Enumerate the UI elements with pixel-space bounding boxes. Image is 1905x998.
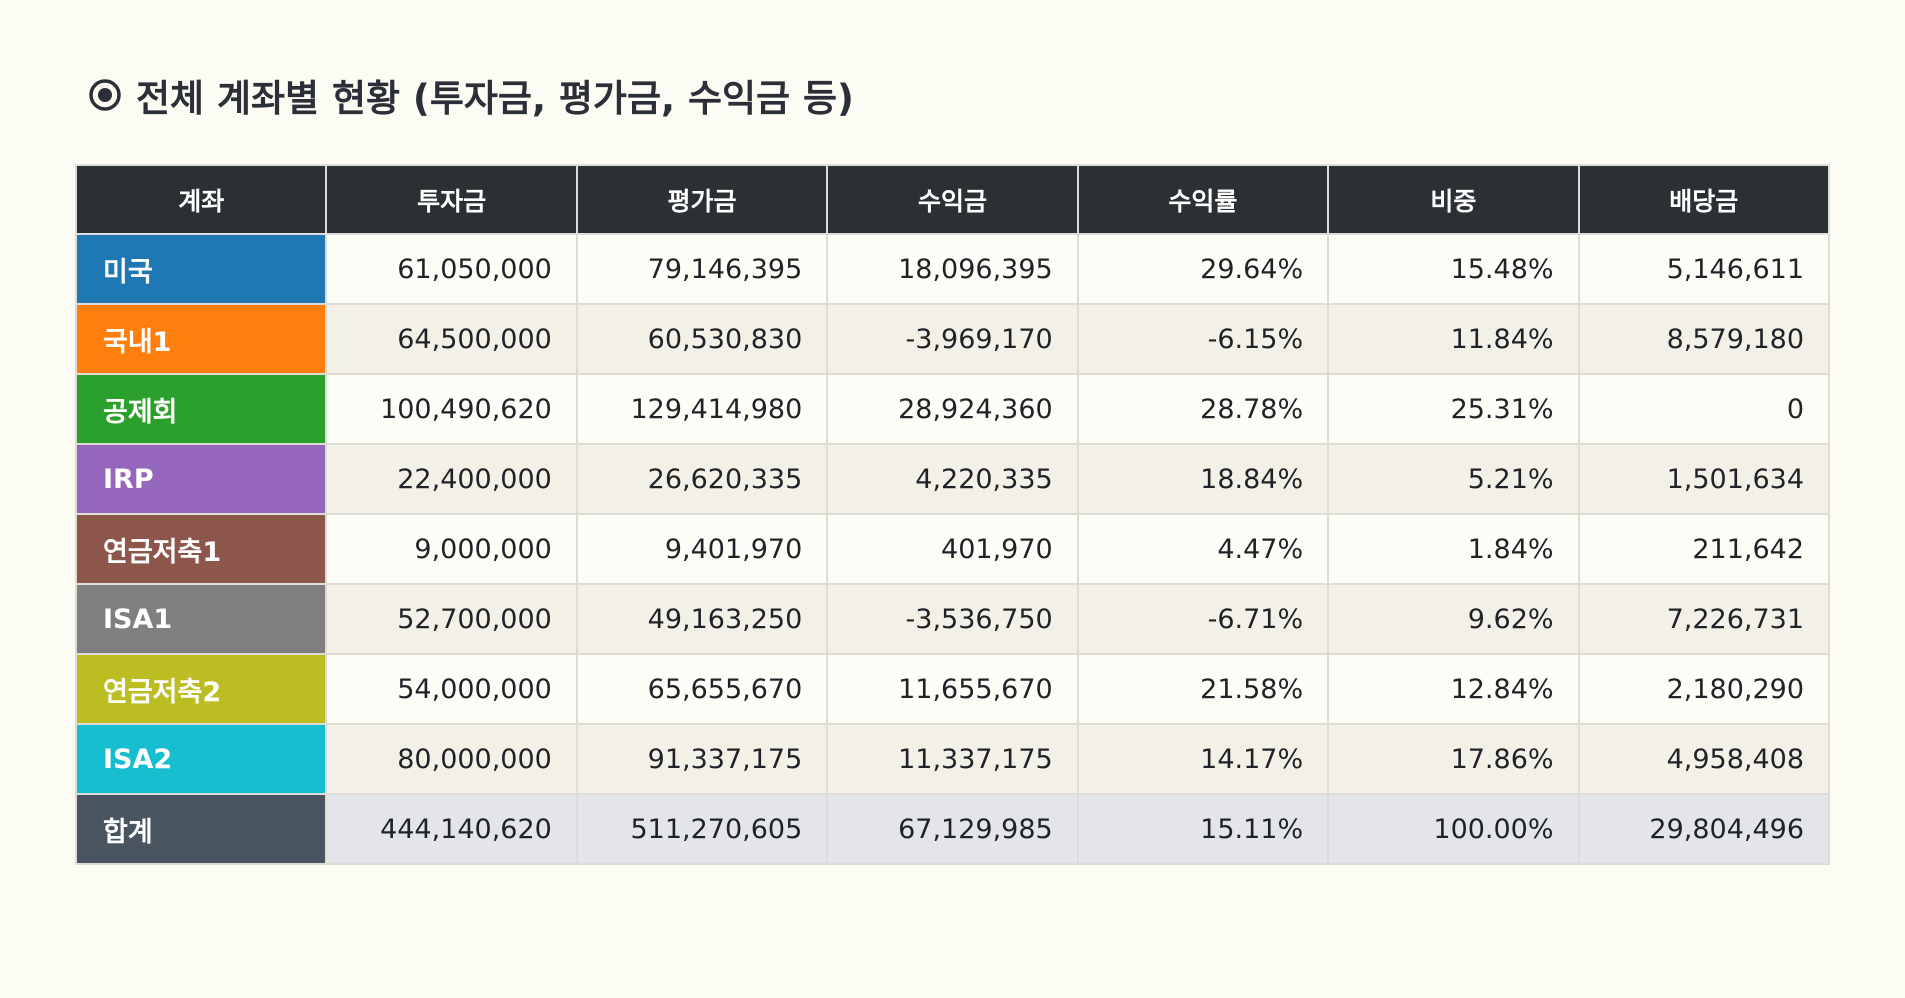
value-cell: 7,226,731 [1577,583,1831,655]
value-cell: 15.11% [1076,793,1330,865]
table-row: ISA1 52,700,000 49,163,250 -3,536,750 -6.71%… [74,583,1831,655]
value-cell: 0 [1577,373,1831,445]
title-text: 전체 계좌별 현황 (투자금, 평가금, 수익금 등) [136,77,854,120]
value-cell: 52,700,000 [325,583,578,655]
account-cell: 연금저축2 [74,653,328,725]
column-header: 투자금 [325,164,578,235]
total-row: 합계 444,140,620 511,270,605 67,129,985 15.11%… [74,793,1831,865]
value-cell: 14.17% [1076,723,1330,795]
value-cell: 61,050,000 [325,233,578,305]
value-cell: 91,337,175 [575,723,829,795]
value-cell: 100.00% [1327,793,1580,865]
value-cell: -6.15% [1076,303,1330,375]
column-header: 배당금 [1577,164,1831,235]
value-cell: 4.47% [1076,513,1330,585]
value-cell: 11,655,670 [826,653,1079,725]
value-cell: 9,401,970 [575,513,829,585]
column-header: 계좌 [74,164,328,235]
value-cell: 444,140,620 [325,793,578,865]
value-cell: 60,530,830 [575,303,829,375]
value-cell: 12.84% [1327,653,1580,725]
value-cell: 25.31% [1327,373,1580,445]
table-row: 국내1 64,500,000 60,530,830 -3,969,170 -6.15% 1… [74,303,1831,375]
value-cell: 80,000,000 [325,723,578,795]
value-cell: 26,620,335 [575,443,829,515]
value-cell: 28.78% [1076,373,1330,445]
value-cell: 17.86% [1327,723,1580,795]
value-cell: 54,000,000 [325,653,578,725]
value-cell: 65,655,670 [575,653,829,725]
column-header: 평가금 [575,164,829,235]
accounts-table: 계좌 투자금 평가금 수익금 수익률 비중 배당금 미국 61,050,000 79,146,3… [74,164,1831,865]
header-row: 계좌 투자금 평가금 수익금 수익률 비중 배당금 [74,164,1831,235]
value-cell: 5,146,611 [1577,233,1831,305]
value-cell: 29,804,496 [1577,793,1831,865]
value-cell: -6.71% [1076,583,1330,655]
value-cell: 4,958,408 [1577,723,1831,795]
account-cell: 미국 [74,233,328,305]
value-cell: 100,490,620 [325,373,578,445]
value-cell: 21.58% [1076,653,1330,725]
value-cell: 1.84% [1327,513,1580,585]
value-cell: -3,536,750 [826,583,1079,655]
value-cell: 64,500,000 [325,303,578,375]
value-cell: 11.84% [1327,303,1580,375]
table-row: IRP 22,400,000 26,620,335 4,220,335 18.84% 5.… [74,443,1831,515]
table-body: 미국 61,050,000 79,146,395 18,096,395 29.64% 15… [74,233,1831,865]
value-cell: 1,501,634 [1577,443,1831,515]
account-cell: 합계 [74,793,328,865]
account-cell: 국내1 [74,303,328,375]
value-cell: 67,129,985 [826,793,1079,865]
column-header: 비중 [1327,164,1580,235]
value-cell: 211,642 [1577,513,1831,585]
value-cell: 18.84% [1076,443,1330,515]
column-header: 수익금 [826,164,1079,235]
table-row: 연금저축2 54,000,000 65,655,670 11,655,670 21.58… [74,653,1831,725]
value-cell: 2,180,290 [1577,653,1831,725]
value-cell: 11,337,175 [826,723,1079,795]
value-cell: 22,400,000 [325,443,578,515]
value-cell: 8,579,180 [1577,303,1831,375]
section-title: 전체 계좌별 현황 (투자금, 평가금, 수익금 등) [88,68,854,122]
value-cell: 4,220,335 [826,443,1079,515]
value-cell: 15.48% [1327,233,1580,305]
value-cell: 49,163,250 [575,583,829,655]
account-cell: IRP [74,443,328,515]
value-cell: -3,969,170 [826,303,1079,375]
value-cell: 129,414,980 [575,373,829,445]
table-row: 미국 61,050,000 79,146,395 18,096,395 29.64% 15… [74,233,1831,305]
table-row: ISA2 80,000,000 91,337,175 11,337,175 14.17%… [74,723,1831,795]
value-cell: 9.62% [1327,583,1580,655]
value-cell: 79,146,395 [575,233,829,305]
value-cell: 511,270,605 [575,793,829,865]
table-row: 연금저축1 9,000,000 9,401,970 401,970 4.47% 1.84%… [74,513,1831,585]
value-cell: 29.64% [1076,233,1330,305]
account-cell: 공제회 [74,373,328,445]
account-cell: ISA1 [74,583,328,655]
title-icon [89,79,121,111]
account-cell: ISA2 [74,723,328,795]
value-cell: 18,096,395 [826,233,1079,305]
value-cell: 401,970 [826,513,1079,585]
value-cell: 5.21% [1327,443,1580,515]
table-row: 공제회 100,490,620 129,414,980 28,924,360 28.78… [74,373,1831,445]
value-cell: 28,924,360 [826,373,1079,445]
account-cell: 연금저축1 [74,513,328,585]
value-cell: 9,000,000 [325,513,578,585]
column-header: 수익률 [1076,164,1330,235]
